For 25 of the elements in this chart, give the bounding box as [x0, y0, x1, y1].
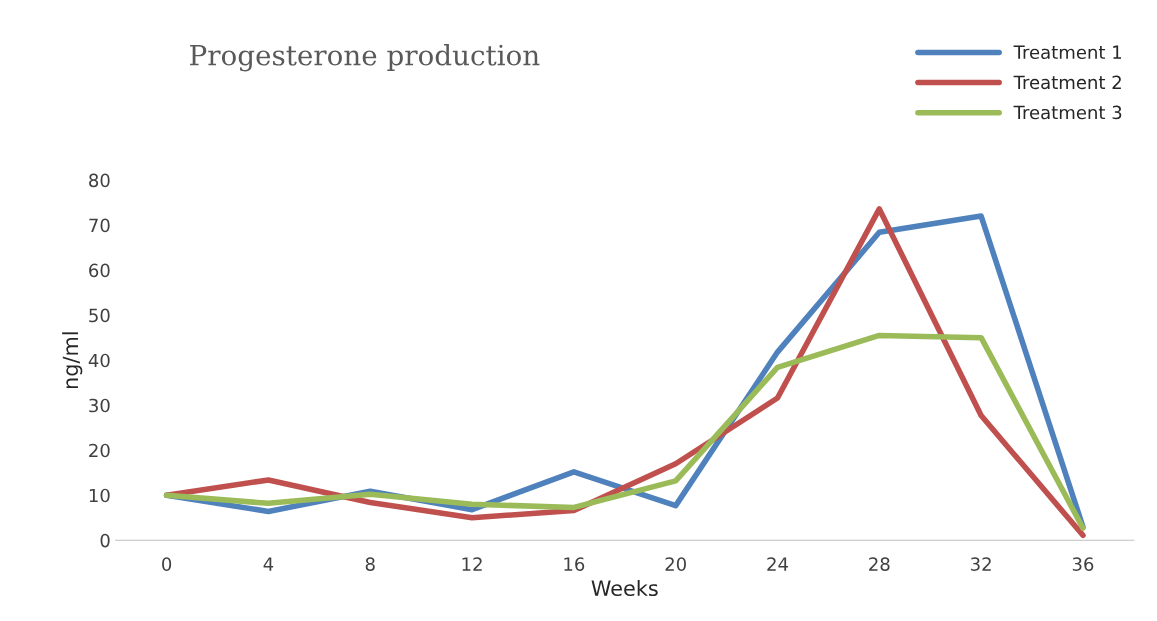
y-tick-label: 70 [89, 218, 110, 233]
y-tick-label: 0 [100, 533, 110, 548]
legend-label: Treatment 2 [1013, 75, 1121, 90]
legend-label: Treatment 1 [1013, 45, 1122, 60]
y-tick-label: 30 [89, 398, 110, 413]
y-tick-label: 80 [89, 173, 110, 188]
y-tick-label: 10 [89, 488, 110, 503]
x-tick-label: 20 [665, 557, 686, 571]
x-tick-label: 28 [869, 557, 890, 571]
x-axis-title: Weeks [591, 579, 658, 597]
x-tick-label: 36 [1072, 557, 1094, 571]
chart-title: Progesterone production [190, 44, 540, 72]
x-tick-label: 8 [365, 557, 375, 571]
x-tick-label: 32 [971, 557, 991, 571]
y-axis-title: ng/ml [62, 332, 83, 389]
y-tick-label: 60 [89, 263, 110, 278]
y-tick-label: 50 [89, 308, 110, 323]
x-tick-label: 0 [162, 557, 172, 571]
legend-label: Treatment 3 [1013, 105, 1122, 120]
x-tick-label: 16 [564, 557, 585, 571]
y-tick-label: 40 [88, 353, 110, 368]
x-tick-label: 24 [767, 557, 788, 571]
x-tick-label: 4 [263, 557, 274, 571]
y-tick-label: 20 [89, 443, 110, 458]
x-tick-label: 12 [462, 557, 482, 571]
